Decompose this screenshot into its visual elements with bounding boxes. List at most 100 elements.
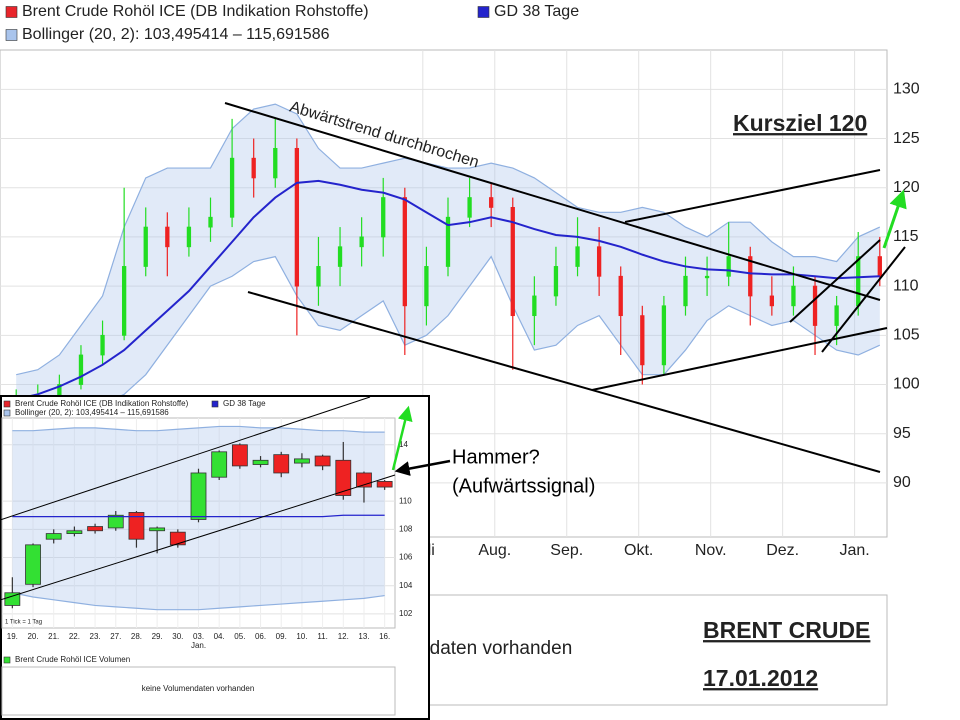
candle-body bbox=[834, 305, 839, 326]
candle-body bbox=[121, 266, 127, 336]
candle-body bbox=[856, 256, 861, 307]
bollinger-lower bbox=[12, 592, 385, 611]
y-tick-label: 14 bbox=[399, 440, 408, 449]
x-tick-label: 21. bbox=[48, 632, 59, 641]
y-tick-label: 120 bbox=[893, 179, 920, 196]
candle-body bbox=[273, 147, 278, 179]
date-label: 17.01.2012 bbox=[703, 665, 818, 691]
candle-body bbox=[316, 266, 321, 287]
legend-swatch bbox=[3, 400, 11, 408]
candle-body bbox=[87, 526, 103, 532]
trend-line bbox=[224, 102, 881, 301]
candle-body bbox=[618, 275, 623, 317]
candle-body bbox=[208, 216, 213, 228]
candle-body bbox=[467, 197, 472, 218]
hammer-arrow bbox=[394, 459, 451, 476]
y-tick-label: 105 bbox=[893, 327, 920, 344]
y-tick-label: 110 bbox=[399, 496, 412, 505]
candle-body bbox=[877, 256, 882, 277]
candle-body bbox=[381, 197, 386, 238]
candle-body bbox=[337, 246, 343, 267]
y-tick-label: 125 bbox=[893, 130, 920, 147]
bollinger-upper bbox=[12, 425, 385, 433]
candle-body bbox=[252, 459, 269, 465]
candle-body bbox=[45, 533, 62, 540]
x-tick-label: 04. bbox=[214, 632, 225, 641]
y-tick-label: 100 bbox=[893, 376, 920, 393]
candle-body bbox=[424, 266, 429, 307]
candle-body bbox=[100, 334, 105, 356]
trend-line bbox=[789, 239, 881, 323]
instrument-label: BRENT CRUDE bbox=[703, 617, 870, 643]
x-tick-label: Aug. bbox=[478, 542, 511, 559]
candle-body bbox=[661, 305, 667, 366]
moving-average bbox=[12, 514, 385, 518]
x-tick-label: 03. bbox=[193, 632, 204, 641]
x-tick-label: 28. bbox=[131, 632, 142, 641]
legend-swatch bbox=[211, 400, 219, 408]
candle-body bbox=[791, 285, 796, 307]
candle-body bbox=[445, 216, 451, 267]
target-label: Kursziel 120 bbox=[733, 110, 867, 136]
legend-swatch bbox=[3, 409, 11, 417]
volume-panel bbox=[1, 666, 396, 716]
candle-body bbox=[359, 236, 364, 248]
y-tick-label: 90 bbox=[893, 474, 911, 491]
legend-label: GD 38 Tage bbox=[494, 3, 579, 20]
x-tick-label: Okt. bbox=[624, 542, 653, 559]
candle-body bbox=[190, 472, 207, 520]
candle-body bbox=[165, 226, 170, 248]
y-tick-label: 95 bbox=[893, 425, 911, 442]
candle-body bbox=[251, 157, 256, 179]
x-tick-label: 13. bbox=[358, 632, 369, 641]
candle-body bbox=[143, 226, 148, 267]
hammer-label: Hammer? bbox=[452, 446, 540, 468]
trend-line bbox=[0, 396, 371, 521]
candle-body bbox=[748, 256, 753, 297]
trend-line bbox=[821, 246, 906, 353]
main-chart: 9095100105110115120125130JuliAug.Sep.Okt… bbox=[0, 3, 920, 706]
legend-label: Bollinger (20, 2): 103,495414 – 115,6915… bbox=[15, 408, 169, 417]
y-tick-label: 108 bbox=[399, 524, 413, 533]
trend-line bbox=[591, 327, 888, 391]
legend-label: Brent Crude Rohöl ICE Volumen bbox=[15, 655, 130, 664]
candle-body bbox=[66, 530, 83, 534]
candle-body bbox=[211, 451, 228, 478]
candle-body bbox=[640, 315, 645, 366]
x-tick-label: Nov. bbox=[695, 542, 727, 559]
up-arrow bbox=[391, 405, 413, 471]
candle-body bbox=[149, 527, 166, 532]
signal-label: (Aufwärtssignal) bbox=[452, 475, 595, 497]
candle-body bbox=[169, 531, 186, 546]
x-tick-label: 05. bbox=[234, 632, 245, 641]
up-arrow bbox=[882, 189, 907, 249]
x-tick-label: 19. bbox=[7, 632, 18, 641]
candle-body bbox=[107, 514, 124, 529]
bollinger-upper bbox=[16, 103, 881, 376]
candle-body bbox=[683, 275, 688, 307]
x-tick-label: 11. bbox=[317, 632, 328, 641]
trend-line bbox=[624, 169, 881, 223]
x-tick-label: Dez. bbox=[766, 542, 799, 559]
x-tick-label: Jan. bbox=[839, 542, 869, 559]
x-tick-label: 22. bbox=[69, 632, 80, 641]
legend-label: Brent Crude Rohöl ICE (DB Indikation Roh… bbox=[15, 399, 189, 408]
candle-body bbox=[812, 285, 818, 326]
legend-swatch bbox=[3, 656, 11, 664]
candle-body bbox=[78, 354, 84, 385]
candle-body bbox=[376, 481, 393, 488]
legend-label: Bollinger (20, 2): 103,495414 – 115,6915… bbox=[22, 26, 330, 43]
candle-body bbox=[532, 295, 537, 317]
x-tick-label: 16. bbox=[379, 632, 390, 641]
trend-line bbox=[247, 291, 881, 473]
legend-label: Brent Crude Rohöl ICE (DB Indikation Roh… bbox=[22, 3, 369, 20]
candle-body bbox=[294, 147, 300, 287]
trend-line bbox=[0, 474, 396, 601]
candle-body bbox=[596, 246, 602, 277]
y-tick-label: 106 bbox=[399, 553, 413, 562]
candle-body bbox=[186, 226, 192, 248]
y-tick-label: 104 bbox=[399, 581, 413, 590]
candle-body bbox=[231, 444, 248, 467]
candle-body bbox=[314, 455, 331, 467]
